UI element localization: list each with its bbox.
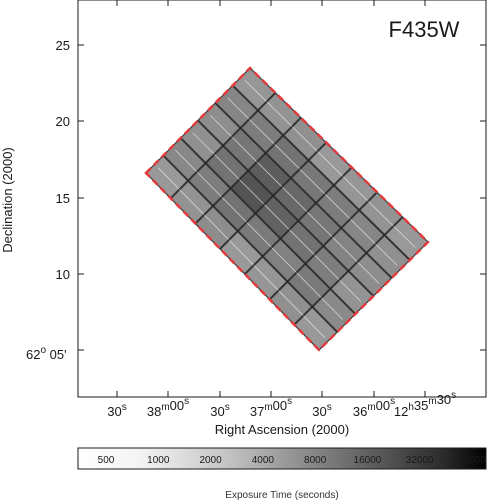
- y-tick-label-bottom: 62o 05': [26, 345, 67, 362]
- y-tick-label: 15: [56, 191, 70, 206]
- x-tick-label: 30s: [312, 402, 331, 419]
- footprint-outline: [144, 66, 430, 352]
- chip-gap-line: [244, 79, 416, 248]
- overlap-seam: [231, 84, 411, 261]
- colorbar-tick-label: 2000: [199, 455, 222, 466]
- colorbar-tick-label: 8000: [304, 455, 327, 466]
- colorbar-labels: 500 1000 2000 4000 8000 16000 32000 64000: [98, 455, 487, 466]
- axis-ticks: [78, 0, 486, 397]
- chart-title: F435W: [389, 17, 460, 42]
- chip-gap-line: [209, 114, 380, 284]
- overlap-seam: [197, 119, 375, 297]
- colorbar-tick-label: 4000: [252, 455, 275, 466]
- overlap-seam: [214, 102, 393, 279]
- x-tick-label: 12h35m30s: [394, 390, 456, 419]
- x-tick-label: 38m00s: [147, 396, 189, 419]
- chip-gap-line: [192, 132, 362, 302]
- overlap-seam: [179, 137, 357, 315]
- chip-gap-line: [175, 149, 344, 320]
- overlap-seam: [162, 154, 338, 333]
- y-tick-label: 20: [56, 114, 70, 129]
- footprint-dashed-outline: [144, 66, 430, 352]
- x-tick-label: 30s: [210, 402, 229, 419]
- chip-gap-line: [157, 167, 325, 338]
- y-axis-label: Declination (2000): [0, 147, 15, 253]
- y-tick-label: 10: [56, 267, 70, 282]
- colorbar-tick-label: 64000: [458, 455, 486, 466]
- exposure-mosaic: [145, 67, 429, 351]
- colorbar-title: Exposure Time (seconds): [225, 490, 338, 501]
- x-tick-label: 30s: [107, 402, 126, 419]
- y-tick-label: 25: [56, 38, 70, 53]
- chip-gap-line: [227, 97, 398, 266]
- y-tick-labels: 25 20 15 10: [56, 38, 70, 282]
- colorbar-tick-label: 16000: [354, 455, 382, 466]
- colorbar-tick-label: 500: [98, 455, 115, 466]
- x-tick-label: 37m00s: [250, 396, 292, 419]
- colorbar-tick-label: 1000: [147, 455, 170, 466]
- colorbar: [77, 447, 487, 470]
- colorbar-tick-label: 32000: [406, 455, 434, 466]
- x-tick-label: 36m00s: [353, 396, 395, 419]
- x-axis-label: Right Ascension (2000): [215, 422, 349, 437]
